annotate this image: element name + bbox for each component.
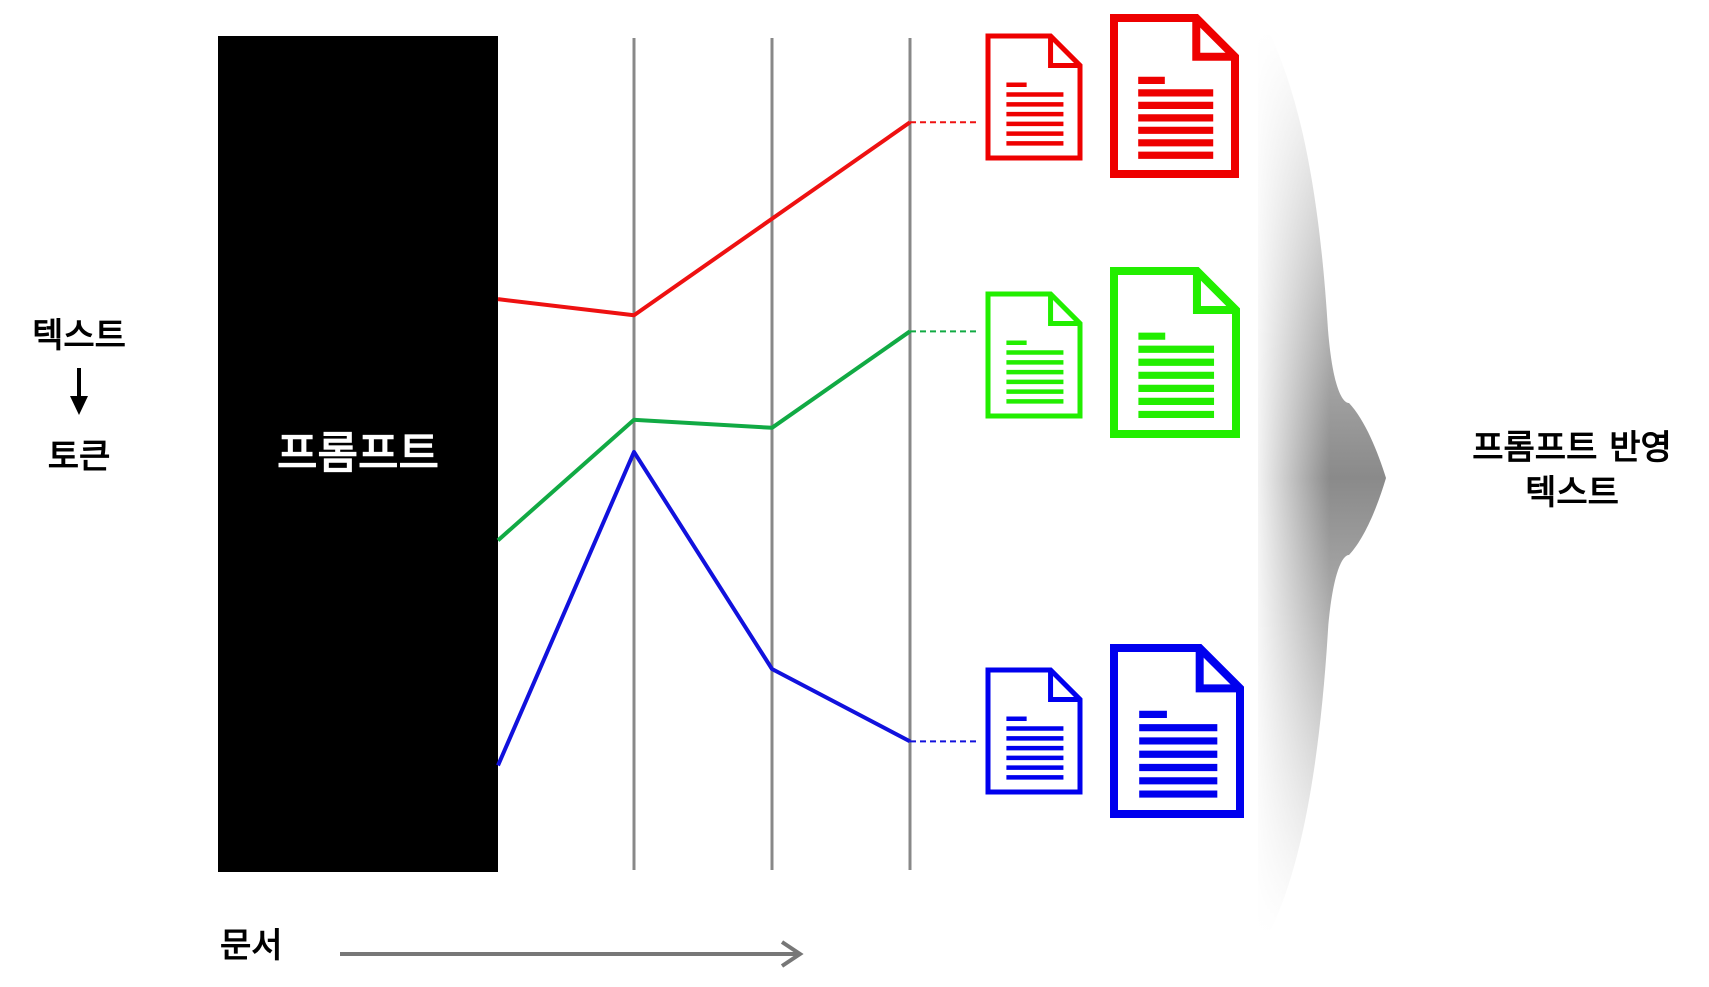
document-small-3-icon <box>985 667 1083 795</box>
path-blue <box>496 449 911 767</box>
document-large-2-icon <box>1110 267 1240 438</box>
token-label: 토큰 <box>48 437 111 477</box>
output-label-line2: 텍스트 <box>1525 473 1619 513</box>
prompt-label: 프롬프트 <box>277 428 439 479</box>
document-small-1-icon <box>985 33 1083 161</box>
paths-layer <box>496 120 978 767</box>
text-label: 텍스트 <box>32 316 126 356</box>
right-arrow-icon <box>340 940 804 968</box>
path-green <box>496 329 912 542</box>
down-arrow-icon <box>70 368 88 415</box>
prompt-block <box>218 36 498 872</box>
path-red <box>497 120 912 318</box>
document-small-2-icon <box>985 291 1083 419</box>
document-large-1-icon <box>1110 14 1239 178</box>
documents-layer <box>985 14 1244 818</box>
document-axis-label: 문서 <box>220 926 283 966</box>
funnel-bracket <box>1250 20 1386 950</box>
output-label-line1: 프롬프트 반영 <box>1472 428 1672 468</box>
document-large-3-icon <box>1110 644 1244 818</box>
